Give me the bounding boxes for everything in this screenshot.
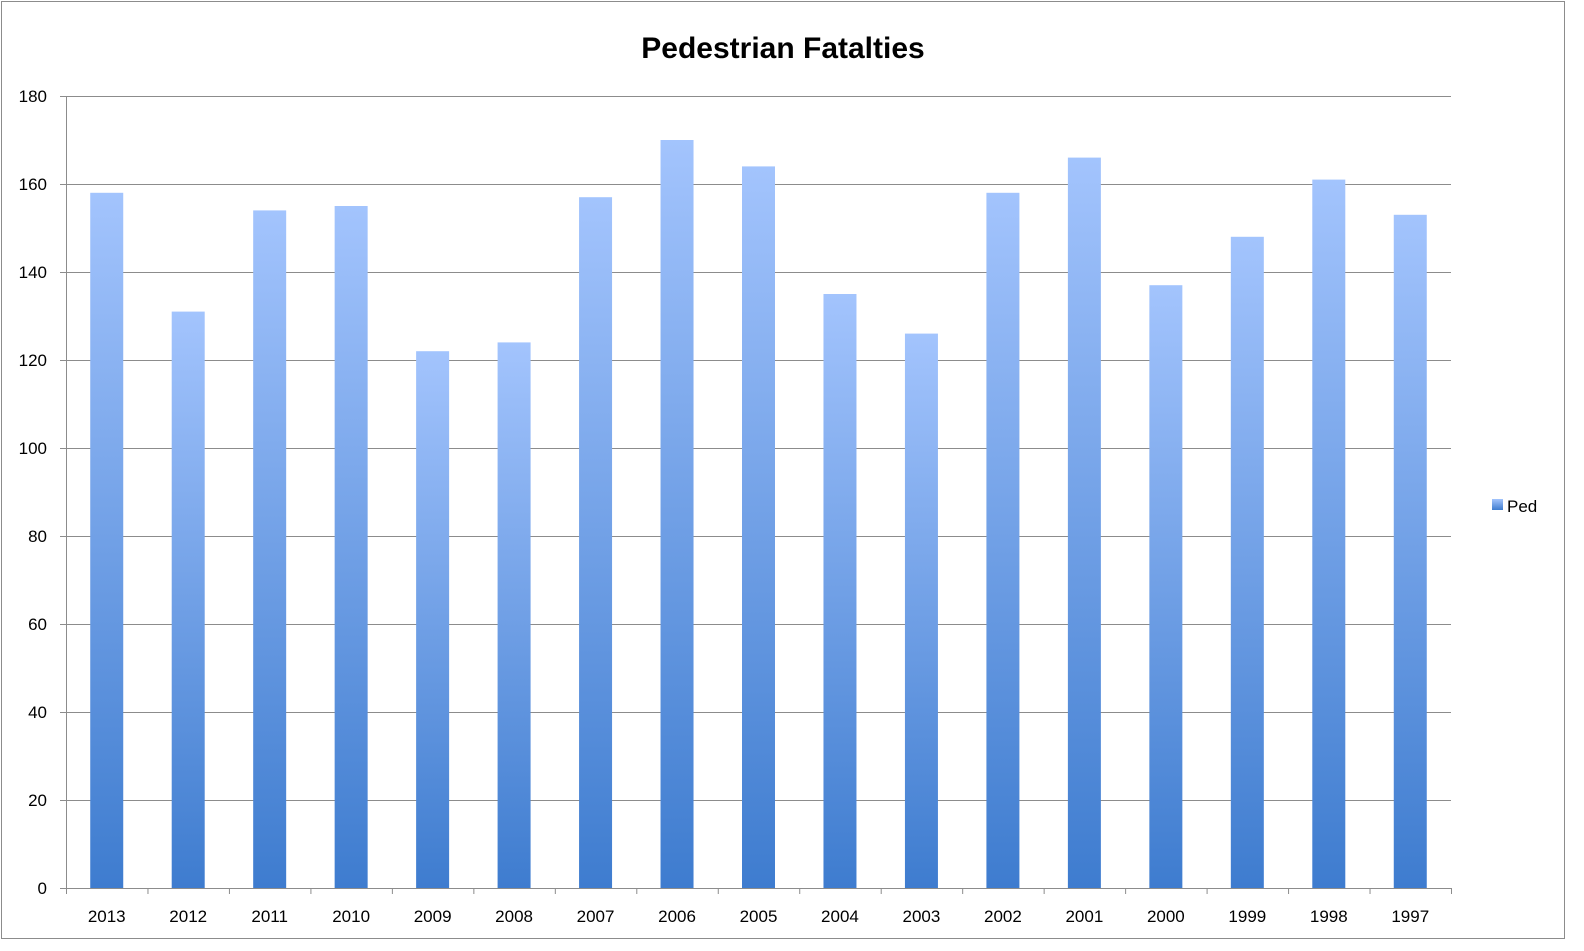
bar-2010: [334, 206, 368, 888]
axes: [60, 96, 1452, 894]
y-tick-label-60: 60: [28, 615, 47, 634]
chart-title: Pedestrian Fatalties: [641, 32, 924, 65]
bar-2005: [742, 166, 775, 888]
x-tick-label-2009: 2009: [414, 907, 452, 926]
bars: [90, 140, 1427, 889]
x-tick-label-2012: 2012: [169, 907, 207, 926]
y-tick-label-80: 80: [28, 527, 47, 546]
x-tick-label-2004: 2004: [821, 907, 859, 926]
y-tick-labels: 0 20 40 60 80 100 120 140 160 180: [19, 87, 47, 898]
x-tick-label-2003: 2003: [903, 907, 941, 926]
bar-2001: [1067, 157, 1101, 889]
bar-2008: [497, 342, 531, 888]
bar-2007: [579, 197, 613, 888]
bar-2013: [90, 192, 124, 889]
x-tick-label-1997: 1997: [1391, 907, 1429, 926]
legend: Ped: [1492, 497, 1537, 516]
x-tick-label-2007: 2007: [577, 907, 615, 926]
bar-2002: [986, 192, 1020, 889]
y-tick-label-20: 20: [28, 791, 47, 810]
y-tick-label-140: 140: [19, 263, 47, 282]
bar-2004: [823, 294, 857, 888]
x-tick-label-2006: 2006: [658, 907, 696, 926]
bar-1999: [1230, 236, 1264, 889]
bar-2011: [253, 210, 287, 888]
bar-2003: [904, 333, 938, 889]
y-tick-label-40: 40: [28, 703, 47, 722]
bar-2006: [660, 140, 694, 888]
x-tick-label-2011: 2011: [251, 907, 288, 926]
bar-2012: [171, 311, 205, 889]
x-tick-label-2013: 2013: [88, 907, 126, 926]
legend-swatch-ped: [1492, 499, 1503, 510]
y-tick-label-120: 120: [19, 351, 47, 370]
x-tick-label-2008: 2008: [495, 907, 533, 926]
x-tick-label-2000: 2000: [1147, 907, 1185, 926]
x-tick-label-2005: 2005: [740, 907, 778, 926]
y-tick-label-160: 160: [19, 175, 47, 194]
x-tick-label-2001: 2001: [1065, 907, 1103, 926]
x-tick-label-2010: 2010: [332, 907, 370, 926]
legend-label-ped: Ped: [1507, 497, 1537, 516]
x-tick-label-1998: 1998: [1310, 907, 1348, 926]
x-tick-labels: 2013 2012 2011 2010 2009 2008 2007 2006 2005 2004…: [88, 907, 1429, 926]
x-tick-label-1999: 1999: [1228, 907, 1266, 926]
x-tick-label-2002: 2002: [984, 907, 1022, 926]
bar-1997: [1393, 214, 1427, 889]
bar-2009: [416, 351, 450, 888]
bar-2000: [1149, 285, 1183, 888]
y-tick-label-0: 0: [38, 879, 47, 898]
bar-1998: [1312, 179, 1346, 889]
y-tick-label-180: 180: [19, 87, 47, 106]
y-tick-label-100: 100: [19, 439, 47, 458]
